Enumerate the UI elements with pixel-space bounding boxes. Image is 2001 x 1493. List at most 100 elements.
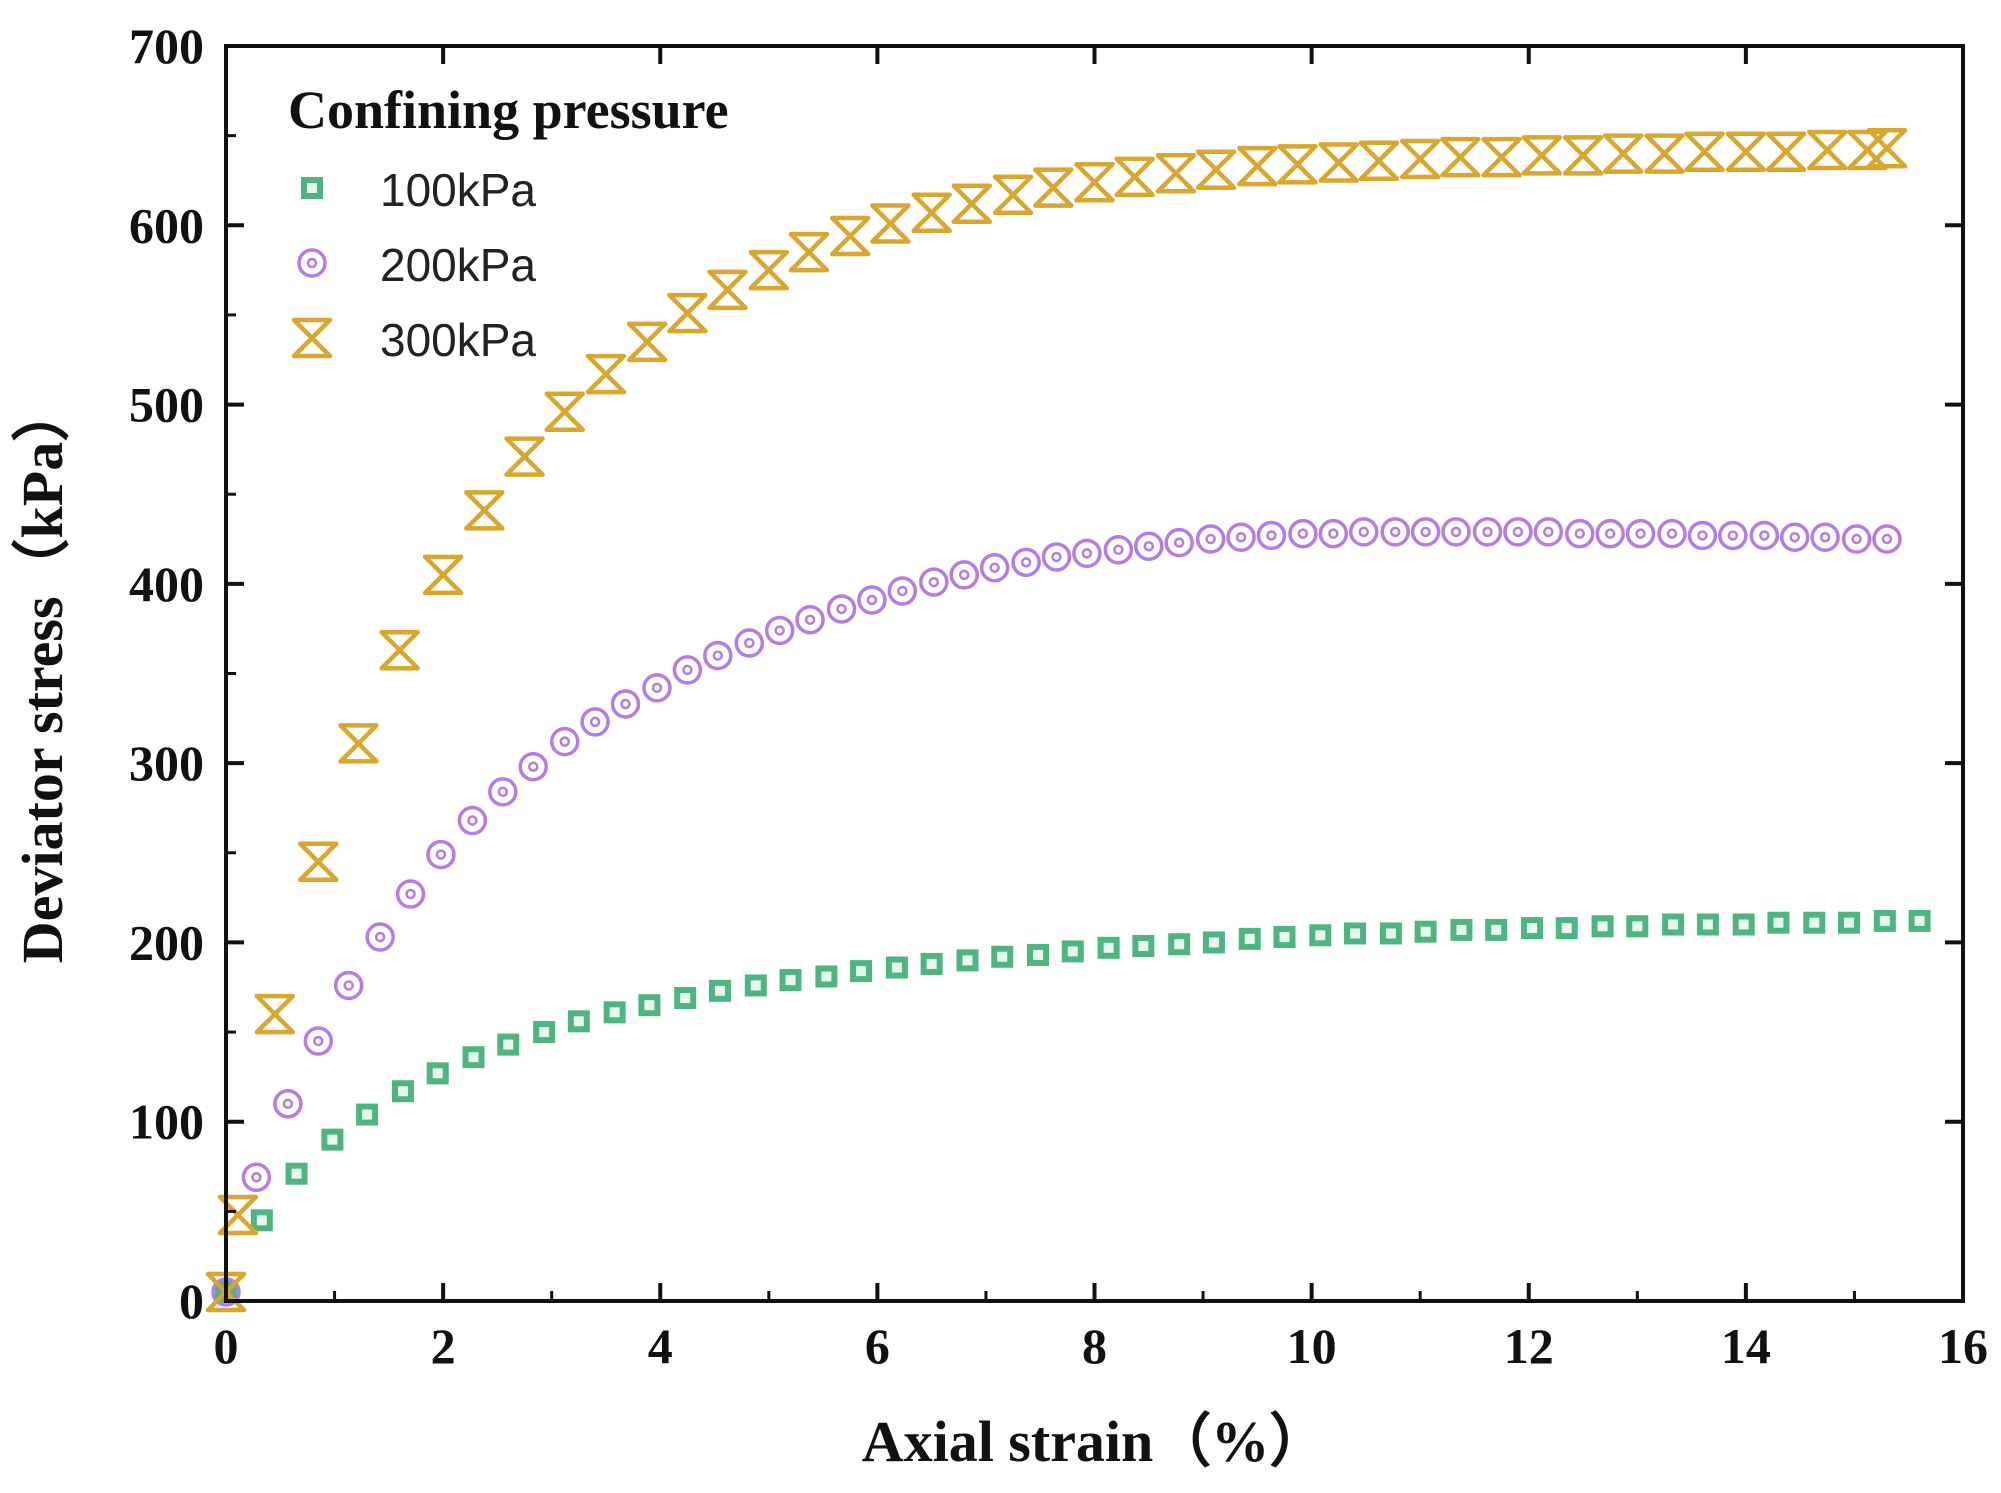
data-point-200kPa xyxy=(1810,522,1840,552)
data-point-300kPa xyxy=(992,174,1034,216)
data-point-200kPa xyxy=(1072,538,1102,569)
data-point-200kPa xyxy=(1288,518,1318,549)
data-point-200kPa xyxy=(642,673,672,703)
data-point-100kPa xyxy=(815,965,838,988)
data-point-200kPa xyxy=(303,1026,334,1056)
data-point-100kPa xyxy=(1662,913,1685,936)
data-point-200kPa xyxy=(672,655,703,685)
data-point-100kPa xyxy=(1202,931,1225,954)
data-point-200kPa xyxy=(365,922,395,952)
data-point-300kPa xyxy=(338,723,379,764)
data-point-100kPa xyxy=(1521,917,1544,940)
data-point-100kPa xyxy=(1027,943,1050,966)
data-point-100kPa xyxy=(391,1080,414,1103)
data-point-300kPa xyxy=(626,321,668,363)
legend-title: Confining pressure xyxy=(288,80,729,140)
data-point-200kPa xyxy=(1472,517,1503,547)
data-point-200kPa xyxy=(1011,547,1041,578)
y-tick-label: 400 xyxy=(129,556,204,612)
data-point-300kPa xyxy=(1644,133,1685,174)
data-point-300kPa xyxy=(217,1194,259,1236)
data-point-200kPa xyxy=(1565,518,1595,549)
data-point-200kPa xyxy=(457,805,488,836)
data-point-200kPa xyxy=(1718,520,1748,551)
data-point-300kPa xyxy=(748,249,790,291)
data-point-100kPa xyxy=(850,960,873,983)
legend-marker-300kPa xyxy=(291,317,333,359)
data-point-100kPa xyxy=(1414,920,1437,943)
legend-label: 200kPa xyxy=(380,239,536,291)
data-point-100kPa xyxy=(603,1001,626,1024)
y-tick-label: 700 xyxy=(129,18,204,74)
data-point-100kPa xyxy=(356,1103,379,1126)
data-point-300kPa xyxy=(911,192,952,233)
data-point-300kPa xyxy=(1866,127,1908,169)
data-point-200kPa xyxy=(887,576,918,606)
data-point-200kPa xyxy=(1841,524,1872,554)
legend-label: 300kPa xyxy=(380,314,536,366)
data-point-200kPa xyxy=(610,689,641,719)
data-point-300kPa xyxy=(504,436,545,477)
data-point-200kPa xyxy=(979,552,1010,583)
data-point-300kPa xyxy=(707,269,748,311)
series-300kPa xyxy=(205,127,1908,1313)
data-point-100kPa xyxy=(1168,933,1191,956)
data-point-300kPa xyxy=(1114,156,1155,198)
data-point-200kPa xyxy=(1595,518,1625,549)
data-point-100kPa xyxy=(1450,918,1473,941)
data-point-200kPa xyxy=(1872,524,1902,554)
data-point-200kPa xyxy=(273,1089,303,1119)
data-point-200kPa xyxy=(1503,517,1533,547)
data-point-100kPa xyxy=(1097,936,1120,959)
data-point-100kPa xyxy=(1803,911,1826,934)
data-point-100kPa xyxy=(1309,924,1332,947)
data-point-300kPa xyxy=(1562,135,1604,176)
data-point-200kPa xyxy=(1441,517,1471,547)
data-point-200kPa xyxy=(241,1162,272,1193)
data-marks xyxy=(205,127,1931,1313)
data-point-200kPa xyxy=(580,707,610,737)
data-point-200kPa xyxy=(1164,527,1194,558)
data-point-100kPa xyxy=(991,945,1014,968)
data-point-100kPa xyxy=(1485,918,1508,941)
data-point-200kPa xyxy=(1749,520,1780,551)
legend-marker-200kPa xyxy=(297,248,327,278)
x-tick-label: 6 xyxy=(865,1318,890,1374)
data-point-100kPa xyxy=(638,994,661,1017)
data-point-200kPa xyxy=(549,726,580,757)
data-point-200kPa xyxy=(1226,522,1256,552)
data-point-300kPa xyxy=(788,231,830,273)
data-point-100kPa xyxy=(285,1162,308,1185)
data-point-100kPa xyxy=(1591,915,1614,938)
data-point-200kPa xyxy=(734,628,765,658)
data-point-300kPa xyxy=(951,183,993,225)
data-point-300kPa xyxy=(298,841,339,882)
legend: Confining pressure 100kPa 200kPa 300kPa xyxy=(288,80,729,366)
data-point-200kPa xyxy=(703,640,733,671)
data-point-300kPa xyxy=(829,215,871,257)
data-point-100kPa xyxy=(674,987,697,1010)
x-tick-label: 16 xyxy=(1938,1318,1988,1374)
data-point-300kPa xyxy=(1440,136,1481,178)
data-point-100kPa xyxy=(744,974,767,997)
data-point-300kPa xyxy=(379,629,420,671)
data-point-300kPa xyxy=(1725,131,1767,173)
data-point-300kPa xyxy=(1521,135,1563,176)
data-point-200kPa xyxy=(395,879,426,909)
data-point-200kPa xyxy=(1134,531,1164,561)
data-point-300kPa xyxy=(1602,133,1644,174)
data-point-300kPa xyxy=(1684,131,1725,173)
data-point-100kPa xyxy=(1273,926,1296,949)
data-point-200kPa xyxy=(1779,522,1810,552)
y-tick-label: 300 xyxy=(129,735,204,791)
data-point-100kPa xyxy=(533,1021,556,1044)
x-tick-label: 8 xyxy=(1082,1318,1107,1374)
data-point-100kPa xyxy=(1696,913,1719,936)
data-point-300kPa xyxy=(1807,129,1848,171)
data-point-300kPa xyxy=(464,490,505,531)
data-point-200kPa xyxy=(857,585,887,615)
data-point-100kPa xyxy=(567,1010,590,1033)
data-point-300kPa xyxy=(1358,140,1400,181)
x-tick-label: 0 xyxy=(214,1318,239,1374)
